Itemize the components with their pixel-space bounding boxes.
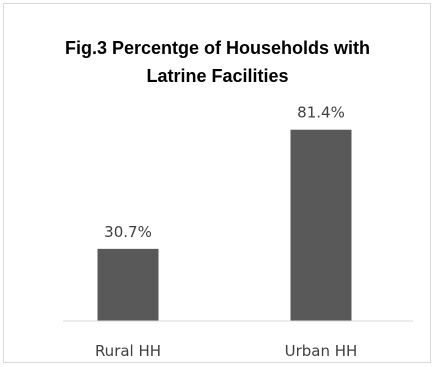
x-tick-label: Urban HH [285,342,358,360]
chart-title: Fig.3 Percentge of Households with Latri… [0,34,435,90]
data-label: 81.4% [297,104,345,122]
bar-urban-hh [290,129,352,321]
x-tick-label: Rural HH [95,342,161,360]
bars-group [97,129,352,321]
chart-frame [3,3,431,363]
data-labels-group: 30.7% 81.4% [104,104,345,241]
data-label: 30.7% [104,223,152,241]
chart-title-line-2: Latrine Facilities [146,66,289,86]
chart-title-line-1: Fig.3 Percentge of Households with [64,38,371,58]
x-tick-labels-group: Rural HH Urban HH [95,342,357,360]
bar-rural-hh [97,248,159,321]
